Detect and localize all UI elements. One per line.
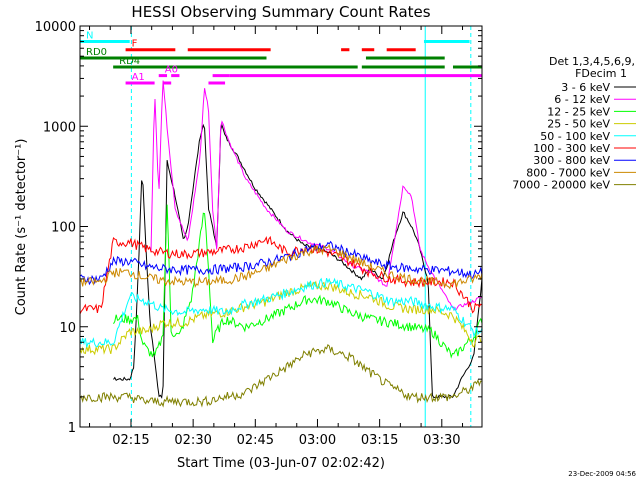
y-tick-label: 1 [68, 421, 76, 436]
series-line-2 [113, 204, 482, 359]
flag-label-a1: A1 [132, 72, 145, 83]
timestamp: 23-Dec-2009 04:56 [568, 470, 636, 478]
y-tick-label: 10 [59, 321, 76, 336]
x-tick-label: 03:00 [299, 433, 336, 448]
x-tick-label: 03:15 [361, 433, 398, 448]
x-tick-label: 03:30 [423, 433, 460, 448]
x-tick-label: 02:45 [237, 433, 274, 448]
series-line-3 [80, 280, 482, 356]
y-axis: 1 10 100 1000 10000 [35, 20, 482, 436]
x-tick-label: 02:15 [112, 433, 149, 448]
series-line-6 [80, 240, 482, 286]
x-axis-label: Start Time (03-Jun-07 02:02:42) [177, 456, 385, 471]
legend-label: 25 - 50 keV [547, 118, 610, 131]
plot-area [80, 26, 482, 427]
legend-label: 100 - 300 keV [533, 142, 610, 155]
legend-label: 12 - 25 keV [547, 105, 610, 118]
series-line-0 [113, 123, 482, 399]
flag-label-rd0: RD0 [86, 47, 107, 58]
y-tick-label: 1000 [43, 120, 76, 135]
series-line-8 [80, 343, 482, 408]
legend-label: 6 - 12 keV [554, 93, 610, 106]
x-axis: 02:15 02:30 02:45 03:00 03:15 03:30 [89, 26, 464, 448]
legend-label: 3 - 6 keV [561, 81, 610, 94]
legend-label: 7000 - 20000 keV [512, 179, 610, 192]
legend-header-line-1: Det 1,3,4,5,6,9, [549, 55, 635, 68]
flag-label-a0: A0 [165, 65, 178, 76]
legend-label: 800 - 7000 keV [526, 166, 610, 179]
legend-label: 300 - 800 keV [533, 154, 610, 167]
x-tick-label: 02:30 [174, 433, 211, 448]
flag-label-n: N [86, 31, 93, 42]
series-line-7 [80, 243, 482, 290]
flag-label-rd4: RD4 [119, 56, 140, 67]
legend-label: 50 - 100 keV [540, 130, 610, 143]
chart-title: HESSI Observing Summary Count Rates [131, 3, 430, 21]
series-line-4 [80, 277, 482, 348]
series-line-5 [80, 235, 482, 315]
legend-header-line-2: FDecim 1 [575, 67, 627, 80]
y-tick-label: 10000 [35, 20, 76, 35]
flag-label-f: F [132, 39, 138, 50]
y-tick-label: 100 [51, 221, 76, 236]
y-axis-label: Count Rate (s⁻¹ detector⁻¹) [14, 139, 29, 316]
series-line-1 [150, 80, 482, 311]
